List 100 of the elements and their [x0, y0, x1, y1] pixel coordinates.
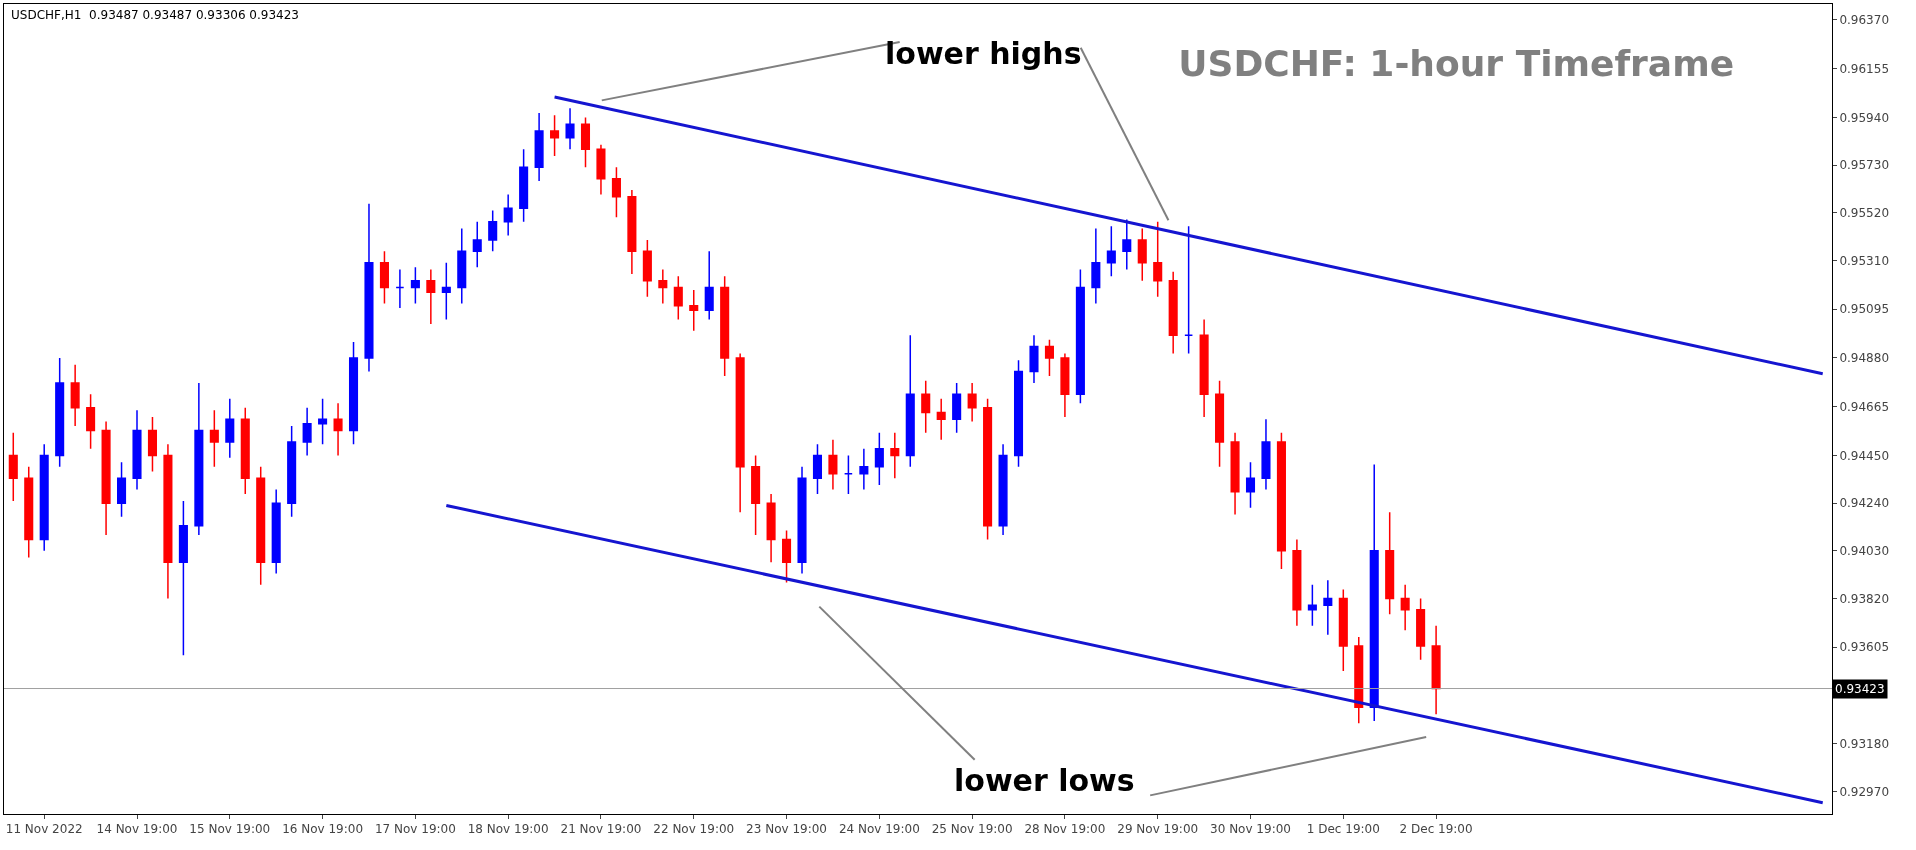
candlestick	[70, 364, 80, 427]
candlestick	[1075, 268, 1085, 405]
candlestick	[348, 341, 359, 445]
candlestick	[318, 398, 328, 445]
candlestick	[225, 398, 235, 459]
candlestick	[86, 393, 96, 450]
candlestick	[936, 398, 946, 441]
candlestick	[983, 398, 993, 541]
candlestick	[905, 334, 915, 468]
x-tick-label: 2 Dec 19:00	[1399, 822, 1473, 837]
candlestick	[271, 488, 281, 575]
candlestick	[1184, 225, 1194, 355]
x-tick-label: 21 Nov 19:00	[560, 822, 642, 837]
candlestick	[1276, 432, 1286, 570]
annotation: lower lows	[954, 763, 1135, 798]
candlestick	[735, 352, 745, 513]
candlestick	[302, 407, 312, 457]
text: USDCHF: 1-hour Timeframe	[1178, 43, 1735, 85]
y-tick-label: 0.94450	[1839, 448, 1890, 463]
candlestick	[1292, 538, 1302, 627]
x-tick-label: 22 Nov 19:00	[653, 822, 735, 837]
candlestick	[1230, 432, 1240, 516]
x-tick-label: 23 Nov 19:00	[746, 822, 827, 837]
candlestick	[534, 112, 544, 182]
candlestick	[1013, 359, 1024, 468]
y-tick-label: 0.92970	[1839, 784, 1890, 799]
candlestick	[1307, 584, 1317, 627]
candlestick	[503, 193, 513, 237]
x-tick-label: 18 Nov 19:00	[467, 822, 549, 837]
candlestick	[333, 402, 343, 457]
candlestick	[952, 382, 962, 434]
candlestick	[1122, 218, 1132, 271]
candlestick	[178, 500, 188, 656]
x-tick-label: 28 Nov 19:00	[1024, 822, 1106, 837]
candlestick	[379, 250, 389, 305]
y-tick-label: 0.96155	[1839, 61, 1890, 76]
candlestick	[1385, 511, 1395, 616]
candlestick	[1369, 463, 1379, 722]
y-tick-label: 0.95310	[1839, 253, 1890, 268]
candlestick	[240, 407, 250, 495]
candlestick	[101, 420, 111, 536]
candlestick	[1261, 418, 1271, 491]
candlestick	[766, 493, 776, 563]
candlestick	[843, 454, 853, 495]
candlestick	[921, 379, 931, 434]
candlestick	[147, 416, 158, 473]
x-tick-label: 1 Dec 19:00	[1306, 822, 1380, 837]
x-tick-label: 15 Nov 19:00	[189, 822, 271, 837]
x-tick-label: 16 Nov 19:00	[282, 822, 364, 837]
candlestick	[751, 454, 761, 536]
candlestick	[132, 409, 142, 491]
candlestick	[797, 466, 807, 575]
candlestick	[1400, 584, 1410, 631]
candlestick	[874, 432, 884, 486]
candlestick	[859, 447, 869, 491]
candlestick	[1215, 379, 1225, 468]
candlestick	[812, 443, 823, 495]
candlestick	[163, 443, 173, 600]
y-tick-label: 0.95520	[1839, 205, 1890, 220]
candlestick	[24, 466, 34, 559]
candlestick	[967, 382, 977, 423]
candlestick	[782, 529, 792, 584]
candlestick	[1153, 221, 1163, 298]
candlestick	[890, 432, 900, 479]
x-tick-label: 14 Nov 19:00	[96, 822, 178, 837]
candlestick	[1029, 334, 1039, 384]
candlestick	[426, 268, 436, 325]
candlestick	[209, 409, 219, 468]
candlestick	[441, 261, 451, 321]
candlestick	[1338, 588, 1348, 672]
y-tick-label: 0.95730	[1839, 158, 1890, 173]
y-tick-label: 0.93605	[1839, 640, 1890, 655]
candlestick	[256, 466, 266, 586]
candlestick	[673, 275, 683, 321]
annotation: lower highs	[885, 36, 1082, 71]
y-tick-label: 0.93180	[1839, 736, 1890, 751]
candlestick	[627, 189, 637, 275]
candlestick	[1137, 227, 1147, 282]
candlestick	[642, 239, 652, 298]
candlestick	[1245, 461, 1256, 509]
candlestick	[457, 227, 467, 305]
x-tick-label: 17 Nov 19:00	[374, 822, 456, 837]
candlestick	[720, 275, 730, 377]
y-tick-label: 0.93820	[1839, 591, 1890, 606]
x-tick-label: 25 Nov 19:00	[931, 822, 1013, 837]
candlestick	[472, 221, 482, 268]
candlestick	[1091, 227, 1101, 305]
candlestick	[1044, 339, 1054, 377]
y-tick-label: 0.94030	[1839, 544, 1890, 559]
candlestick	[704, 250, 714, 321]
candlestick	[580, 116, 591, 169]
y-tick-label: 0.94240	[1839, 496, 1890, 511]
candlestick	[117, 461, 127, 518]
y-tick-label: 0.94880	[1839, 351, 1890, 366]
candlestick	[1060, 352, 1070, 418]
candlestick	[689, 289, 699, 332]
candlestick	[658, 268, 668, 305]
y-tick-label: 0.95095	[1839, 302, 1890, 317]
y-tick-label: 0.96370	[1839, 13, 1890, 28]
candlestick	[39, 443, 49, 552]
